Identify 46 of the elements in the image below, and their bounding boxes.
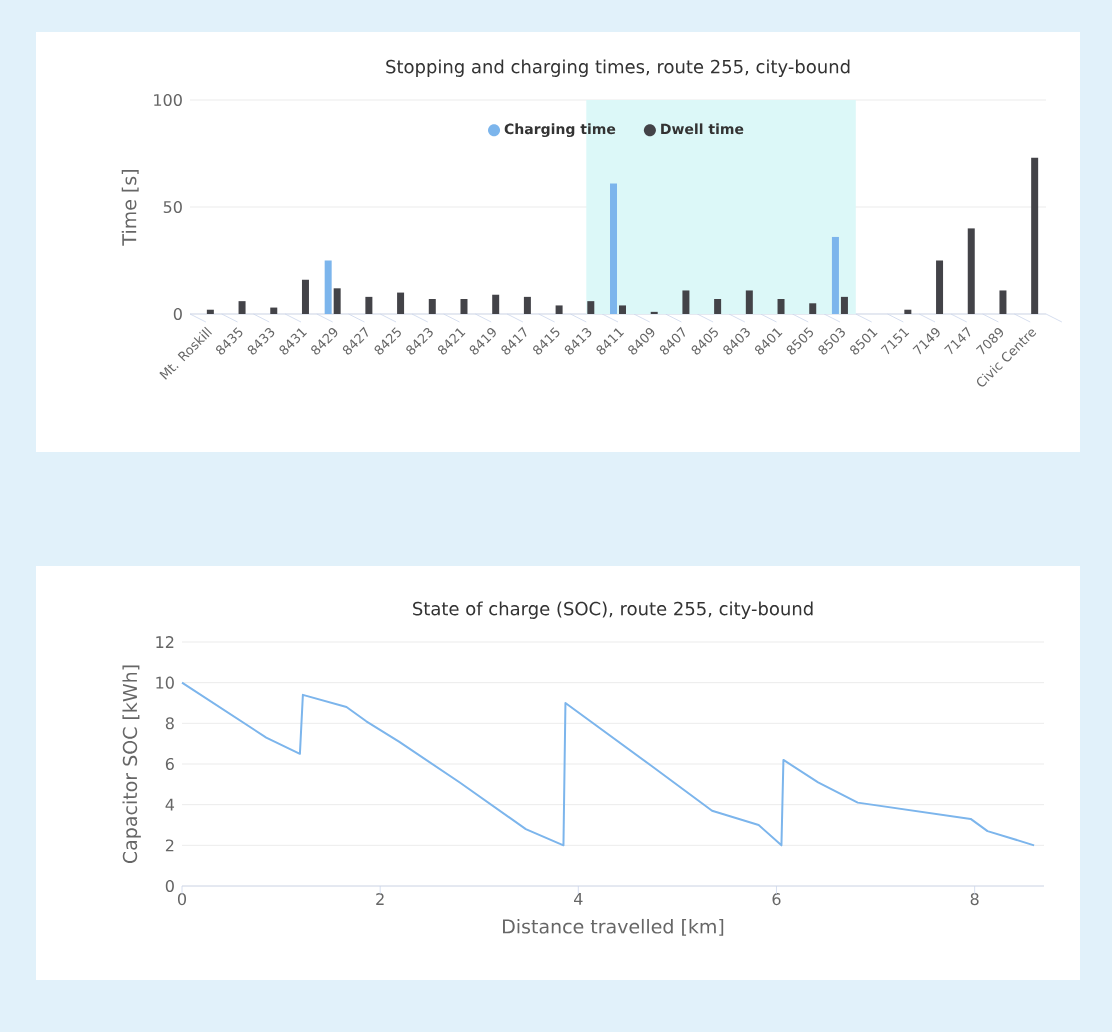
bar [523, 296, 531, 314]
x-tick-label: 2 [376, 893, 384, 905]
line-series [181, 681, 1036, 847]
bar [270, 307, 278, 314]
bar [1031, 157, 1039, 314]
bar [333, 288, 341, 314]
y-tick-label: 10 [156, 676, 174, 689]
bar [365, 296, 373, 314]
bar [397, 292, 405, 314]
bar [238, 301, 246, 314]
y-tick-label: 4 [165, 798, 175, 811]
bar [460, 299, 468, 314]
y-axis-title: Capacitor SOC [kWh] [122, 665, 141, 864]
chart-title: State of charge (SOC), route 255, city-bound [413, 601, 813, 619]
bar [714, 299, 722, 314]
bar [610, 183, 618, 314]
bar [428, 299, 436, 314]
x-tick-label: 6 [772, 893, 781, 906]
y-tick-label: 6 [165, 757, 174, 771]
bar [840, 296, 848, 314]
bar [324, 260, 332, 314]
bar [777, 299, 785, 314]
bar [301, 279, 309, 314]
y-tick-label: 100 [154, 93, 182, 107]
bar [555, 305, 563, 314]
y-axis-title: Time [s] [121, 170, 139, 246]
x-tick-label: 4 [574, 893, 583, 905]
y-tick-label: 0 [165, 879, 174, 893]
bar [967, 228, 975, 314]
bar [682, 290, 690, 314]
bar [745, 290, 753, 314]
x-tick-label: 8 [970, 893, 979, 906]
y-tick-label: 12 [156, 636, 174, 648]
chart-title: Stopping and charging times, route 255, city-bound [386, 59, 850, 77]
bar [619, 305, 627, 314]
y-tick-label: 2 [165, 839, 174, 852]
x-axis-title: Distance travelled [km] [503, 918, 724, 936]
bar [492, 294, 500, 314]
bar [999, 290, 1007, 314]
bar [587, 301, 595, 314]
y-tick-label: 0 [173, 307, 182, 321]
y-tick-label: 50 [163, 200, 182, 214]
bar [936, 260, 944, 314]
bar [809, 303, 817, 314]
y-tick-label: 8 [165, 717, 174, 730]
bar [831, 236, 839, 314]
